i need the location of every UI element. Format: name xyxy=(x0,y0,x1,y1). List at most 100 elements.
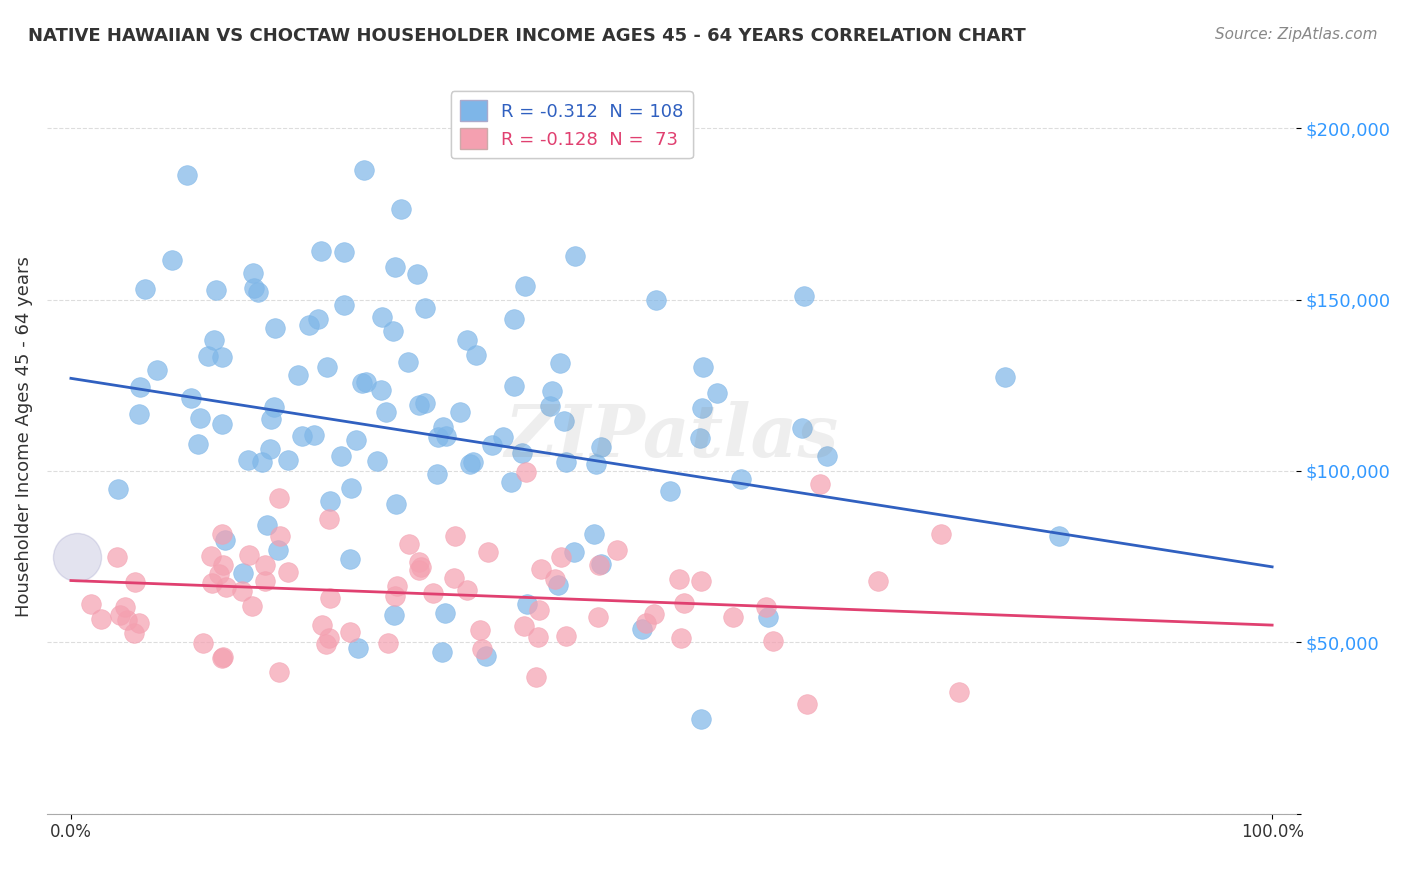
Point xyxy=(90,612,112,626)
Point xyxy=(201,575,224,590)
Point xyxy=(344,434,367,448)
Point xyxy=(690,401,713,415)
Point xyxy=(307,312,329,326)
Point xyxy=(242,266,264,280)
Point xyxy=(339,552,361,566)
Point xyxy=(756,609,779,624)
Point xyxy=(385,579,408,593)
Point xyxy=(540,384,562,398)
Point xyxy=(339,625,361,640)
Point xyxy=(529,562,551,576)
Point xyxy=(634,615,657,630)
Point xyxy=(188,411,211,425)
Point xyxy=(668,572,690,586)
Point xyxy=(929,527,952,541)
Point xyxy=(443,571,465,585)
Point xyxy=(512,619,534,633)
Point xyxy=(553,413,575,427)
Point xyxy=(643,607,665,621)
Point xyxy=(427,430,450,444)
Point xyxy=(176,168,198,182)
Point xyxy=(408,398,430,412)
Point xyxy=(243,281,266,295)
Point xyxy=(562,545,585,559)
Point xyxy=(200,549,222,563)
Point xyxy=(589,557,612,571)
Point xyxy=(107,482,129,496)
Point xyxy=(1047,529,1070,543)
Point xyxy=(146,363,169,377)
Point xyxy=(513,279,536,293)
Point xyxy=(866,574,889,588)
Point xyxy=(371,310,394,324)
Point xyxy=(690,712,713,726)
Point xyxy=(134,282,156,296)
Point xyxy=(298,318,321,332)
Point xyxy=(606,542,628,557)
Point xyxy=(384,608,406,623)
Point xyxy=(128,407,150,421)
Point xyxy=(433,606,456,620)
Point xyxy=(370,383,392,397)
Point xyxy=(277,452,299,467)
Point xyxy=(105,549,128,564)
Point xyxy=(66,549,89,564)
Point xyxy=(755,600,778,615)
Point xyxy=(948,685,970,699)
Point xyxy=(538,399,561,413)
Point xyxy=(269,491,291,505)
Point xyxy=(796,697,818,711)
Point xyxy=(554,455,576,469)
Point xyxy=(202,334,225,348)
Point xyxy=(456,333,478,347)
Point xyxy=(128,615,150,630)
Point xyxy=(253,558,276,573)
Point xyxy=(464,348,486,362)
Point xyxy=(398,537,420,551)
Y-axis label: Householder Income Ages 45 - 64 years: Householder Income Ages 45 - 64 years xyxy=(15,256,32,617)
Point xyxy=(187,437,209,451)
Point xyxy=(374,404,396,418)
Point xyxy=(302,428,325,442)
Point xyxy=(260,412,283,426)
Point xyxy=(381,324,404,338)
Point xyxy=(124,575,146,590)
Legend: R = -0.312  N = 108, R = -0.128  N =  73: R = -0.312 N = 108, R = -0.128 N = 73 xyxy=(450,91,693,158)
Point xyxy=(547,578,569,592)
Point xyxy=(526,630,548,644)
Point xyxy=(408,555,430,569)
Point xyxy=(815,449,838,463)
Point xyxy=(211,650,233,665)
Point xyxy=(723,609,745,624)
Point xyxy=(673,596,696,610)
Point xyxy=(259,442,281,457)
Point xyxy=(630,622,652,636)
Point xyxy=(339,481,361,495)
Point xyxy=(232,566,254,580)
Point xyxy=(408,563,430,577)
Point xyxy=(114,600,136,615)
Point xyxy=(669,632,692,646)
Point xyxy=(346,640,368,655)
Point xyxy=(706,386,728,401)
Point xyxy=(242,599,264,613)
Point xyxy=(319,591,342,605)
Point xyxy=(529,602,551,616)
Point xyxy=(366,453,388,467)
Point xyxy=(544,572,567,586)
Point xyxy=(263,401,285,415)
Point xyxy=(550,550,572,565)
Point xyxy=(524,670,547,684)
Point xyxy=(80,597,103,611)
Point xyxy=(231,584,253,599)
Point xyxy=(492,430,515,444)
Point xyxy=(311,244,333,259)
Point xyxy=(591,440,613,454)
Point xyxy=(471,642,494,657)
Point xyxy=(211,527,233,541)
Point xyxy=(692,359,714,374)
Point xyxy=(458,457,481,471)
Point xyxy=(269,529,291,543)
Point xyxy=(277,565,299,579)
Point xyxy=(238,548,260,562)
